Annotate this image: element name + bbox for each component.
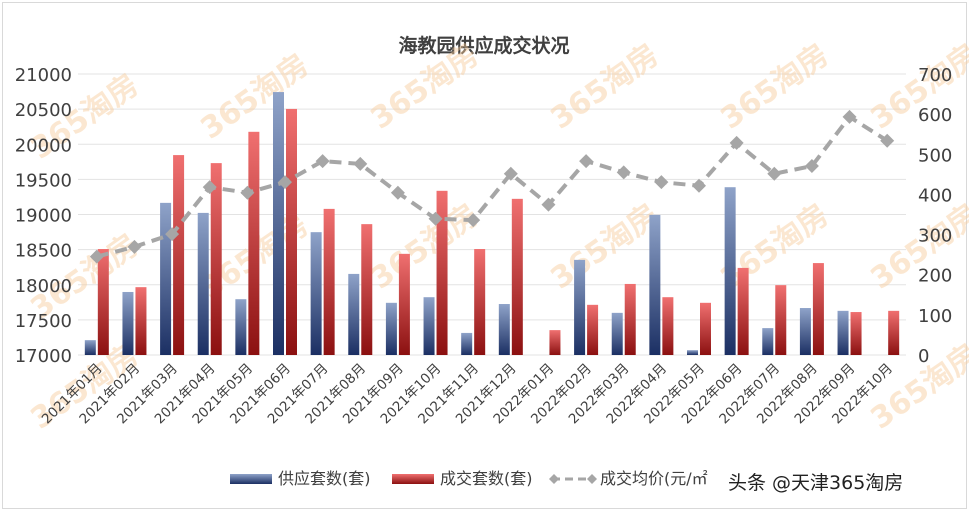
supply-bar (273, 92, 284, 356)
chart-title: 海教园供应成交状况 (398, 34, 569, 57)
right-tick-label: 100 (918, 306, 952, 327)
legend-swatch-deal (392, 474, 434, 484)
price-marker (880, 133, 895, 148)
price-marker (692, 178, 706, 193)
price-marker (240, 185, 255, 200)
deal-bar (775, 285, 787, 355)
price-marker (729, 135, 744, 150)
deal-bar (812, 263, 824, 355)
legend-swatch-supply (230, 474, 272, 484)
supply-bar (649, 214, 661, 355)
price-marker (278, 175, 292, 190)
supply-bar (385, 302, 397, 355)
deal-bar (587, 304, 599, 355)
right-tick-label: 400 (918, 185, 952, 206)
price-marker (616, 165, 631, 180)
right-tick-label: 300 (918, 226, 952, 247)
deal-bar (361, 224, 373, 355)
price-marker (127, 239, 142, 254)
price-marker (503, 166, 518, 181)
supply-bar (611, 312, 623, 355)
price-marker (466, 213, 481, 228)
legend-label-deal: 成交套数(套) (440, 469, 533, 488)
deal-bar (737, 267, 749, 355)
supply-bar (84, 340, 96, 355)
deal-bar (286, 108, 297, 355)
left-tick-label: 17500 (15, 311, 72, 332)
left-tick-label: 21000 (15, 65, 72, 86)
price-marker (767, 166, 782, 181)
supply-bar (310, 232, 322, 355)
right-tick-label: 700 (918, 65, 952, 86)
supply-bar (498, 304, 510, 355)
supply-bar (837, 310, 849, 355)
supply-bar (687, 350, 698, 355)
deal-bar (436, 190, 448, 355)
price-line (96, 114, 889, 259)
supply-bar (762, 328, 774, 355)
supply-bar (799, 308, 811, 355)
left-tick-label: 18500 (15, 241, 72, 262)
deal-bar (135, 287, 147, 355)
deal-bar (248, 131, 260, 355)
right-tick-label: 200 (918, 266, 952, 287)
legend-label-supply: 供应套数(套) (278, 469, 371, 488)
right-tick-label: 0 (918, 346, 929, 367)
deal-bar (549, 330, 561, 355)
supply-bar (423, 297, 435, 355)
legend-marker-price (549, 474, 559, 484)
supply-bar (574, 259, 586, 355)
left-tick-label: 19000 (15, 206, 72, 227)
price-marker (353, 156, 368, 171)
deal-bar (323, 208, 335, 355)
price-marker (654, 175, 669, 190)
legend-marker-price (587, 474, 597, 484)
deal-bar (173, 155, 185, 355)
price-marker (315, 154, 330, 169)
price-marker (579, 154, 594, 169)
deal-bar (474, 249, 486, 355)
price-marker (428, 211, 443, 226)
price-marker (541, 197, 556, 212)
supply-bar (461, 332, 473, 355)
left-tick-label: 20500 (15, 100, 72, 121)
legend-label-price: 成交均价(元/㎡ (600, 469, 708, 488)
deal-bar (511, 198, 523, 355)
deal-bar (398, 253, 410, 355)
left-tick-label: 17000 (15, 346, 72, 367)
deal-bar (662, 297, 674, 355)
logo-watermark: 365淘房 (865, 38, 969, 137)
price-marker (165, 227, 180, 242)
logo-watermark: 365淘房 (545, 198, 666, 297)
left-tick-label: 18000 (15, 276, 72, 297)
deal-bar (624, 283, 636, 355)
right-tick-label: 600 (918, 105, 952, 126)
price-marker (842, 109, 857, 124)
left-tick-label: 19500 (15, 170, 72, 191)
logo-watermark: 365淘房 (365, 198, 486, 297)
supply-bar (348, 273, 360, 355)
right-tick-label: 500 (918, 145, 952, 166)
price-marker (390, 185, 405, 200)
credit-watermark: 头条 @天津365淘房 (728, 472, 903, 494)
deal-bar (850, 312, 862, 355)
left-tick-label: 20000 (15, 135, 72, 156)
deal-bar (210, 163, 222, 355)
supply-bar (197, 212, 209, 355)
deal-bar (97, 249, 109, 355)
supply-bar (122, 291, 134, 355)
supply-bar (160, 202, 172, 355)
supply-bar (724, 187, 736, 355)
price-marker (89, 249, 104, 264)
price-marker (804, 159, 819, 174)
supply-bar (235, 299, 247, 355)
deal-bar (888, 310, 900, 355)
logo-watermark: 365淘房 (865, 198, 969, 297)
price-marker (202, 180, 217, 195)
logo-watermark: 365淘房 (715, 38, 836, 137)
deal-bar (700, 302, 711, 355)
